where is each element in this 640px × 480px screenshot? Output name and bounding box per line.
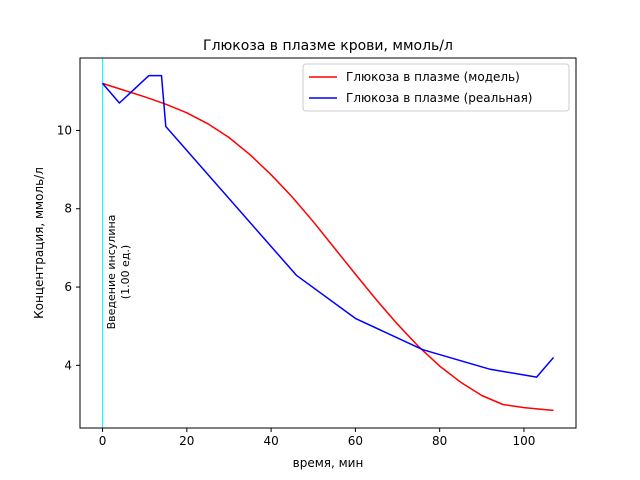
- y-tick-label: 4: [64, 358, 72, 372]
- y-tick-label: 8: [64, 202, 72, 216]
- legend-label-model: Глюкоза в плазме (модель): [346, 70, 520, 84]
- x-tick-label: 40: [263, 434, 278, 448]
- x-tick-label: 100: [513, 434, 536, 448]
- chart-title: Глюкоза в плазме крови, ммоль/л: [203, 38, 453, 54]
- legend: Глюкоза в плазме (модель) Глюкоза в плаз…: [302, 63, 570, 112]
- series-line-model: [102, 82, 554, 412]
- y-axis-label: Концентрация, ммоль/л: [32, 167, 46, 319]
- x-tick-label: 80: [432, 434, 447, 448]
- legend-box: [302, 63, 570, 112]
- series-line-real: [101, 74, 555, 378]
- annotation-line-1: Введение инсулина: [105, 215, 118, 330]
- x-tick-label: 20: [179, 434, 194, 448]
- annotation-line-2: (1.00 ед.): [119, 245, 132, 299]
- legend-label-real: Глюкоза в плазме (реальная): [346, 91, 533, 105]
- x-axis: 0 20 40 60 80 100: [99, 428, 536, 448]
- x-axis-label: время, мин: [293, 456, 364, 470]
- x-tick-label: 60: [348, 434, 363, 448]
- y-tick-label: 10: [57, 123, 72, 137]
- axes-frame: [79, 57, 577, 429]
- y-tick-label: 6: [64, 280, 72, 294]
- plot-area: [101, 58, 555, 428]
- x-tick-label: 0: [99, 434, 107, 448]
- y-axis: 4 6 8 10: [57, 123, 80, 372]
